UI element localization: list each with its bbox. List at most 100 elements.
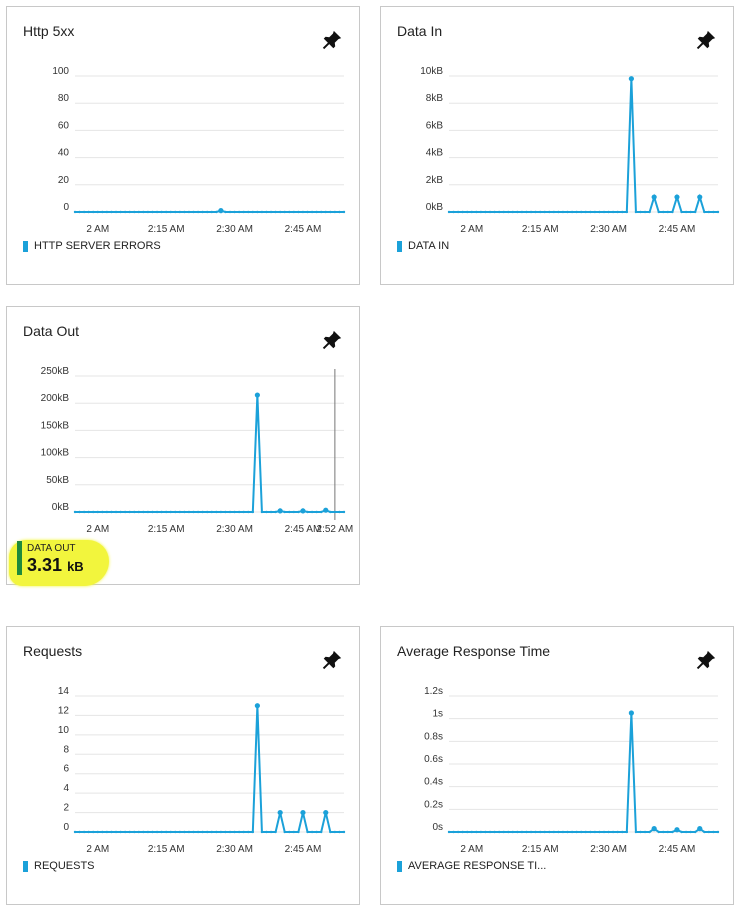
- y-tick-label: 200kB: [41, 393, 70, 404]
- data-point: [300, 809, 306, 816]
- chart-title: Http 5xx: [23, 23, 75, 39]
- data-point: [142, 510, 145, 514]
- requests-chart: 14 12 10 8 6 4 2 0 2 AM 2:15 AM 2:30 AM 2:45 AM: [58, 686, 346, 855]
- y-tick-label: 60: [58, 120, 70, 131]
- x-tick-label: 2:30 AM: [216, 524, 253, 535]
- series-line: [449, 712, 718, 833]
- tile-requests[interactable]: Requests 14 12 10 8 6 4 2 0 2 AM 2:15 AM 2:30 AM 2:…: [6, 626, 360, 905]
- data-point: [575, 830, 578, 834]
- data-point: [674, 827, 680, 833]
- data-point: [538, 830, 542, 834]
- data-point: [183, 830, 186, 834]
- data-point: [703, 210, 706, 214]
- data-point: [616, 830, 619, 834]
- data-point: [666, 210, 670, 214]
- tile-average-response-time[interactable]: Average Response Time 1.2s 1s 0.8s 0.6s 0.4s…: [380, 626, 734, 905]
- data-point: [119, 830, 122, 834]
- data-point: [278, 210, 282, 214]
- data-point: [96, 210, 99, 214]
- data-point: [87, 510, 90, 514]
- tile-data-in[interactable]: Data In 10kB 8kB 6kB 4kB 2kB 0kB 2 AM 2:15 AM 2:…: [380, 6, 734, 285]
- data-point: [73, 510, 77, 514]
- data-point: [178, 210, 182, 214]
- data-point: [247, 510, 250, 514]
- data-point: [151, 510, 154, 514]
- x-tick-label: 2:15 AM: [148, 224, 185, 235]
- data-point: [447, 830, 451, 834]
- legend-label: DATA IN: [408, 240, 450, 252]
- data-point: [338, 830, 341, 834]
- data-point: [639, 830, 642, 834]
- data-point: [648, 210, 651, 214]
- data-point: [174, 830, 177, 834]
- data-point: [516, 210, 519, 214]
- tile-http-5xx[interactable]: Http 5xx 100 80 60 40 20 0 2 AM 2:15 AM 2:30 AM 2…: [6, 6, 360, 285]
- data-point: [297, 510, 300, 514]
- data-point: [164, 210, 168, 214]
- data-point: [288, 510, 291, 514]
- pushpin-icon[interactable]: [695, 649, 717, 671]
- data-point: [593, 830, 597, 834]
- data-point: [315, 510, 318, 514]
- data-point: [712, 210, 715, 214]
- x-tick-label: 2:45 AM: [285, 224, 322, 235]
- pushpin-icon[interactable]: [321, 649, 343, 671]
- data-point: [534, 210, 537, 214]
- data-point: [274, 830, 277, 834]
- data-point: [260, 210, 264, 214]
- data-point: [639, 210, 642, 214]
- y-tick-label: 40: [58, 148, 70, 159]
- pushpin-icon[interactable]: [321, 329, 343, 351]
- data-point: [105, 830, 109, 834]
- data-point: [589, 830, 592, 834]
- data-point: [329, 510, 332, 514]
- data-point: [256, 210, 259, 214]
- data-point: [694, 210, 697, 214]
- data-point: [333, 210, 337, 214]
- data-point: [87, 210, 90, 214]
- x-tick-label: 2:45 AM: [285, 524, 322, 535]
- data-point: [192, 510, 195, 514]
- tile-data-out[interactable]: Data Out 250kB 200kB 150kB 100kB 50kB 0kB 2 AM…: [6, 306, 360, 585]
- data-point: [96, 510, 99, 514]
- data-point: [114, 830, 118, 834]
- data-point: [260, 830, 264, 834]
- data-point: [210, 510, 213, 514]
- legend-swatch: [397, 240, 402, 252]
- data-point: [703, 830, 706, 834]
- data-point: [716, 210, 720, 214]
- data-point: [680, 210, 683, 214]
- data-point: [306, 830, 309, 834]
- data-point: [493, 830, 496, 834]
- data-point: [219, 510, 223, 514]
- data-point: [456, 830, 460, 834]
- data-point: [320, 210, 323, 214]
- series-line: [449, 78, 718, 213]
- data-point: [484, 830, 487, 834]
- data-point: [648, 830, 651, 834]
- data-point: [447, 210, 451, 214]
- data-point: [73, 830, 77, 834]
- data-point: [160, 830, 163, 834]
- data-point: [684, 210, 688, 214]
- y-tick-label: 8kB: [426, 93, 444, 104]
- data-point: [570, 210, 574, 214]
- data-out-chart: 250kB 200kB 150kB 100kB 50kB 0kB 2 AM 2:15 AM 2:…: [41, 366, 354, 535]
- pushpin-icon[interactable]: [321, 29, 343, 51]
- data-point: [611, 830, 615, 834]
- data-point: [502, 830, 505, 834]
- data-point: [697, 194, 703, 200]
- data-point: [206, 830, 209, 834]
- data-point: [224, 210, 227, 214]
- data-point: [187, 510, 191, 514]
- legend-swatch: [23, 860, 28, 872]
- data-point: [516, 830, 519, 834]
- data-point: [520, 210, 524, 214]
- y-tick-label: 20: [58, 175, 70, 186]
- data-point: [133, 210, 136, 214]
- data-point: [260, 510, 264, 514]
- data-point: [671, 210, 674, 214]
- data-point: [274, 510, 277, 514]
- pushpin-icon[interactable]: [695, 29, 717, 51]
- data-point: [92, 510, 95, 514]
